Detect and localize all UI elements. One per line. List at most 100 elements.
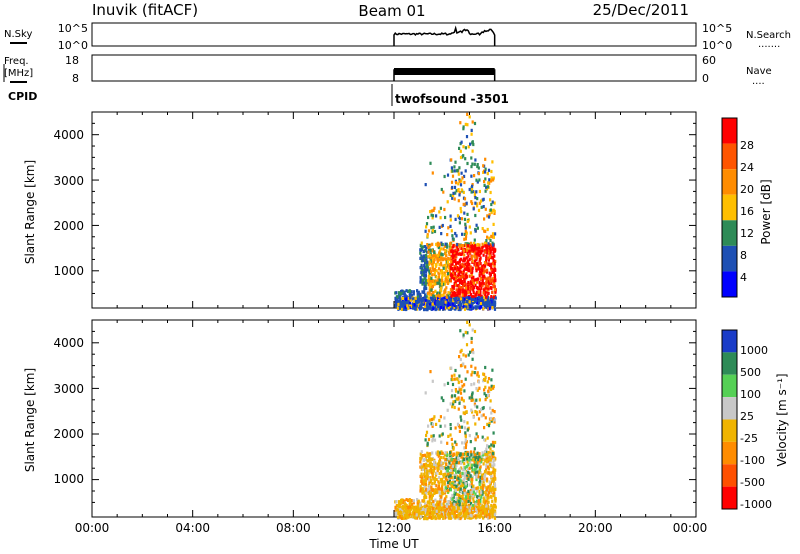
data-cell (440, 304, 443, 308)
data-cell (407, 306, 410, 310)
data-cell (472, 457, 475, 461)
data-cell (437, 258, 440, 263)
data-cell (445, 507, 448, 511)
data-cell (443, 290, 446, 295)
data-cell (407, 498, 410, 502)
data-cell (489, 198, 492, 202)
data-cell (447, 306, 450, 310)
data-cell (444, 268, 447, 272)
data-cell (467, 477, 470, 481)
data-cell (477, 166, 480, 170)
xtick-1200: 12:00 (377, 521, 412, 535)
data-cell (443, 491, 446, 495)
data-cell (449, 402, 452, 406)
data-cell (479, 297, 482, 301)
colorbar-cell (722, 220, 737, 246)
data-cell (451, 169, 454, 173)
data-cell (471, 297, 474, 301)
data-cell (488, 512, 491, 517)
data-cell (408, 289, 412, 293)
data-cell (426, 268, 429, 272)
data-cell (471, 183, 474, 187)
data-cell (488, 301, 491, 305)
data-cell (470, 257, 473, 261)
data-cell (430, 478, 433, 483)
data-cell (427, 463, 430, 468)
data-cell (464, 502, 467, 506)
freq-label-top: Freq. (4, 56, 29, 67)
data-cell (423, 266, 427, 270)
data-cell (491, 515, 494, 519)
data-cell (491, 255, 494, 259)
data-cell (458, 512, 461, 516)
data-cell (478, 398, 481, 402)
data-cell (461, 483, 464, 487)
data-cell (453, 512, 456, 517)
data-cell (460, 348, 463, 352)
data-cell (430, 495, 434, 499)
data-cell (429, 296, 432, 300)
data-cell (434, 515, 437, 519)
data-cell (407, 515, 410, 519)
data-cell (494, 498, 497, 502)
data-cell (463, 473, 466, 477)
data-cell (447, 275, 450, 279)
power-bar-tick-20: 20 (740, 183, 754, 196)
data-cell (482, 266, 486, 270)
data-cell (427, 250, 430, 254)
data-cell (422, 458, 425, 462)
freq-tick-bottom-right: 0 (702, 72, 709, 85)
velocity-ytick-3000: 3000 (53, 382, 84, 396)
data-cell (472, 398, 475, 402)
data-cell (488, 236, 491, 240)
data-cell (476, 373, 479, 377)
data-cell (470, 307, 473, 311)
data-cell (480, 480, 483, 485)
data-cell (446, 469, 450, 473)
data-cell (462, 301, 465, 305)
data-cell (463, 217, 467, 221)
data-cell (433, 460, 436, 464)
data-cell (455, 514, 458, 518)
data-cell (407, 296, 410, 301)
data-cell (455, 181, 458, 185)
data-cell (431, 488, 434, 492)
data-cell (488, 244, 491, 248)
data-cell (478, 306, 481, 310)
data-cell (469, 302, 472, 306)
data-cell (424, 183, 427, 187)
data-cell (415, 307, 418, 311)
data-cell (462, 154, 465, 158)
data-cell (477, 208, 481, 212)
data-cell (452, 250, 455, 254)
data-cell (470, 383, 473, 387)
data-cell (426, 234, 429, 238)
data-cell (450, 515, 454, 519)
data-cell (466, 496, 469, 500)
data-cell (450, 158, 453, 162)
data-cell (469, 251, 472, 255)
data-cell (448, 266, 451, 270)
data-cell (494, 509, 497, 513)
data-cell (476, 514, 479, 518)
nsearch-dots: ....... (758, 39, 780, 50)
data-cell (463, 279, 466, 283)
data-cell (466, 161, 469, 166)
data-cell (477, 499, 480, 503)
data-cell (438, 490, 441, 494)
data-cell (402, 501, 405, 505)
data-cell (471, 259, 474, 263)
velocity-panel: Slant Range [km] 4000 3000 2000 1000 (23, 319, 697, 521)
data-cell (479, 510, 483, 514)
data-cell (438, 487, 441, 491)
data-cell (462, 257, 466, 261)
data-cell (493, 488, 496, 492)
data-cell (453, 490, 456, 494)
power-bar-tick-4: 4 (740, 271, 747, 284)
cpid-label: CPID (8, 90, 37, 103)
data-cell (454, 440, 457, 444)
data-cell (461, 263, 464, 267)
nsky-tick-top-right: 10^5 (702, 22, 732, 35)
data-cell (436, 500, 439, 504)
data-cell (468, 225, 471, 229)
